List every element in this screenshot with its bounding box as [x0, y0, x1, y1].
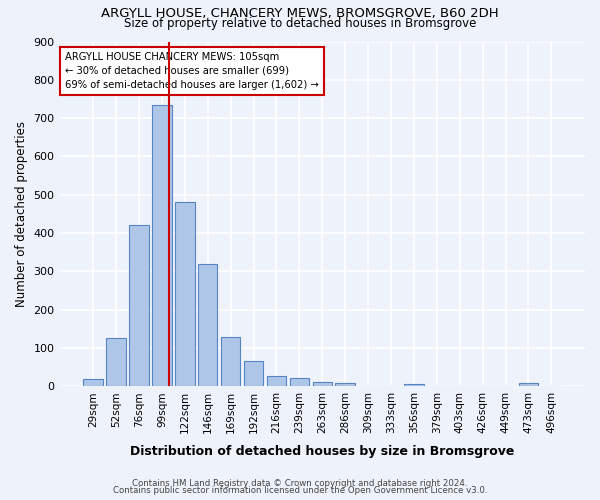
- Bar: [106, 338, 126, 386]
- Bar: [335, 384, 355, 386]
- Bar: [290, 378, 309, 386]
- Bar: [198, 264, 217, 386]
- Bar: [244, 362, 263, 386]
- Text: Contains public sector information licensed under the Open Government Licence v3: Contains public sector information licen…: [113, 486, 487, 495]
- Bar: [83, 378, 103, 386]
- X-axis label: Distribution of detached houses by size in Bromsgrove: Distribution of detached houses by size …: [130, 444, 514, 458]
- Bar: [519, 384, 538, 386]
- Text: Contains HM Land Registry data © Crown copyright and database right 2024.: Contains HM Land Registry data © Crown c…: [132, 478, 468, 488]
- Text: Size of property relative to detached houses in Bromsgrove: Size of property relative to detached ho…: [124, 18, 476, 30]
- Y-axis label: Number of detached properties: Number of detached properties: [15, 121, 28, 307]
- Text: ARGYLL HOUSE CHANCERY MEWS: 105sqm
← 30% of detached houses are smaller (699)
69: ARGYLL HOUSE CHANCERY MEWS: 105sqm ← 30%…: [65, 52, 319, 90]
- Bar: [313, 382, 332, 386]
- Bar: [267, 376, 286, 386]
- Bar: [175, 202, 194, 386]
- Bar: [152, 104, 172, 386]
- Bar: [404, 384, 424, 386]
- Bar: [221, 336, 241, 386]
- Bar: [129, 226, 149, 386]
- Text: ARGYLL HOUSE, CHANCERY MEWS, BROMSGROVE, B60 2DH: ARGYLL HOUSE, CHANCERY MEWS, BROMSGROVE,…: [101, 8, 499, 20]
